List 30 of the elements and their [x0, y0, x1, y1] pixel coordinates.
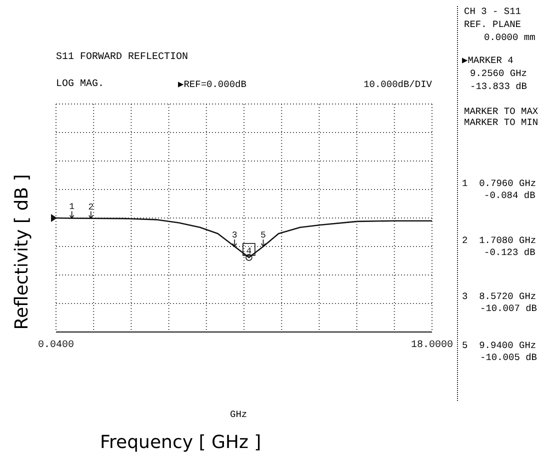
text: -0.123 dB: [484, 247, 536, 258]
text: 5 9.9400 GHz: [462, 340, 536, 351]
text: -10.007 dB: [480, 303, 538, 314]
text: GHz: [230, 409, 248, 420]
x-tick-label: 0.0400: [38, 340, 74, 352]
annotation: 3: [232, 230, 238, 240]
y-axis-title: Reflectivity [ dB ]: [12, 174, 32, 330]
text: MARKER TO MAX: [464, 106, 538, 117]
text: 10.000dB/DIV: [364, 79, 432, 90]
text: CH 3 - S11: [464, 6, 522, 17]
x-axis-title: Frequency [ GHz ]: [100, 432, 262, 453]
annotation: 1: [69, 202, 75, 212]
annotation: 5: [260, 230, 266, 240]
text: 0.0000 mm: [484, 32, 536, 43]
chart-subtitle: LOG MAG.: [56, 79, 104, 90]
text: 3 8.5720 GHz: [462, 291, 536, 302]
text: -13.833 dB: [470, 81, 528, 92]
x-tick-label: 18.0000: [410, 340, 454, 352]
text: 2 1.7080 GHz: [462, 235, 536, 246]
annotation: 2: [88, 202, 94, 212]
text: REF. PLANE: [464, 19, 522, 30]
text: ▶MARKER 4: [462, 55, 514, 66]
text: 9.2560 GHz: [470, 68, 528, 79]
text: 1 0.7960 GHz: [462, 178, 536, 189]
text: -0.084 dB: [484, 190, 536, 201]
chart-title: S11 FORWARD REFLECTION: [56, 52, 188, 63]
text: MARKER TO MIN: [464, 117, 538, 128]
text: -10.005 dB: [480, 352, 538, 363]
text: ▶REF=0.000dB: [178, 79, 246, 90]
annotation: 4: [246, 246, 252, 256]
